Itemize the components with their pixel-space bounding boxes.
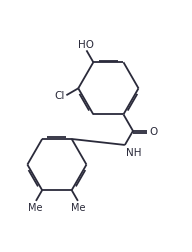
Text: HO: HO [78,40,94,50]
Text: Me: Me [28,202,43,212]
Text: O: O [149,127,157,136]
Text: Me: Me [71,202,85,212]
Text: Cl: Cl [55,91,65,101]
Text: NH: NH [126,147,141,157]
